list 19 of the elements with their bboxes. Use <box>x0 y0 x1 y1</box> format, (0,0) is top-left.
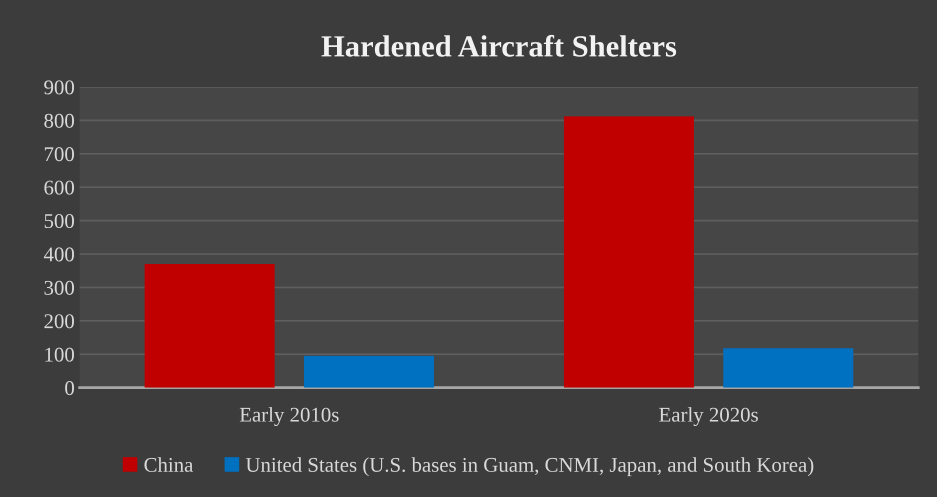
y-tick-label: 900 <box>44 80 74 94</box>
y-tick-label: 500 <box>44 214 74 228</box>
y-tick-label: 300 <box>44 280 74 295</box>
y-tick-label: 200 <box>44 314 74 328</box>
y-tick-label: 400 <box>44 247 74 262</box>
bar <box>304 356 434 388</box>
y-tick-label: 700 <box>44 147 74 162</box>
y-tick-label: 800 <box>44 114 74 128</box>
bar <box>144 264 275 388</box>
chart-title: Hardened Aircraft Shelters <box>322 34 676 57</box>
y-tick-label: 100 <box>45 348 74 362</box>
bar <box>564 116 694 388</box>
x-tick-label: Early 2020s <box>659 407 758 426</box>
legend-label: United States (U.S. bases in Guam, CNMI, Japan, and South Korea) <box>246 457 814 476</box>
bar <box>723 348 854 388</box>
y-tick-label: 0 <box>65 381 74 396</box>
x-tick-label: Early 2010s <box>240 407 339 426</box>
legend-label: China <box>144 457 194 472</box>
y-tick-label: 600 <box>44 180 74 195</box>
